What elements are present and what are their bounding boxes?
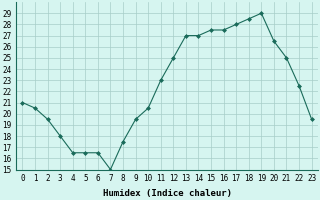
X-axis label: Humidex (Indice chaleur): Humidex (Indice chaleur) (102, 189, 232, 198)
